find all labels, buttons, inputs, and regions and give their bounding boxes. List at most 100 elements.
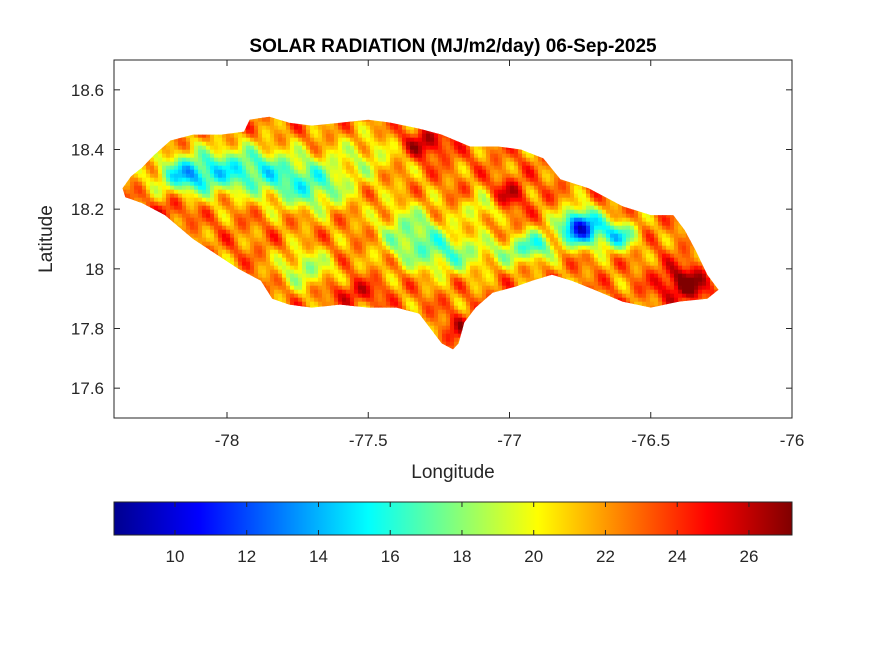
radiation-cell [422,153,427,159]
radiation-cell [334,173,339,179]
radiation-cell [218,233,223,239]
radiation-cell [326,161,331,167]
radiation-cell [454,181,459,187]
radiation-cell [238,137,243,143]
radiation-cell [190,173,195,179]
radiation-cell [470,157,475,163]
radiation-cell [266,137,271,143]
radiation-cell [486,153,491,159]
radiation-cell [302,137,307,143]
radiation-cell [310,161,315,167]
radiation-cell [234,237,239,243]
radiation-cell [458,161,463,167]
radiation-cell [446,149,451,155]
radiation-cell [414,217,419,223]
radiation-cell [438,189,443,195]
radiation-cell [214,229,219,235]
radiation-cell [374,217,379,223]
radiation-cell [142,165,147,171]
radiation-cell [626,213,631,219]
radiation-cell [322,213,327,219]
radiation-cell [410,209,415,215]
radiation-cell [342,221,347,227]
radiation-cell [246,153,251,159]
radiation-cell [598,201,603,207]
radiation-cell [286,157,291,163]
radiation-cell [262,137,267,143]
radiation-cell [442,213,447,219]
radiation-cell [470,181,475,187]
radiation-cell [446,165,451,171]
radiation-cell [270,173,275,179]
radiation-cell [338,133,343,139]
radiation-cell [386,173,391,179]
radiation-cell [570,185,575,191]
radiation-cell [442,145,447,151]
radiation-cell [274,133,279,139]
radiation-cell [206,133,211,139]
radiation-cell [386,141,391,147]
radiation-cell [294,213,299,219]
radiation-cell [222,165,227,171]
radiation-cell [174,149,179,155]
radiation-cell [494,229,499,235]
radiation-cell [370,225,375,231]
radiation-cell [518,197,523,203]
radiation-cell [442,233,447,239]
radiation-cell [310,129,315,135]
radiation-cell [370,121,375,127]
radiation-cell [550,221,555,227]
radiation-cell [422,149,427,155]
radiation-cell [402,229,407,235]
radiation-cell [450,177,455,183]
radiation-cell [374,129,379,135]
radiation-cell [218,141,223,147]
radiation-cell [670,229,675,235]
radiation-cell [602,213,607,219]
radiation-cell [394,233,399,239]
radiation-cell [318,185,323,191]
radiation-cell [314,129,319,135]
radiation-cell [390,157,395,163]
radiation-cell [438,149,443,155]
radiation-cell [254,129,259,135]
radiation-cell [254,233,259,239]
radiation-cell [466,149,471,155]
radiation-cell [298,145,303,151]
radiation-cell [446,213,451,219]
radiation-cell [470,193,475,199]
radiation-cell [490,165,495,171]
radiation-cell [574,209,579,215]
radiation-cell [270,209,275,215]
radiation-cell [334,177,339,183]
radiation-cell [322,149,327,155]
radiation-cell [542,189,547,195]
radiation-cell [478,225,483,231]
radiation-cell [190,181,195,187]
radiation-cell [502,173,507,179]
radiation-cell [358,153,363,159]
radiation-cell [454,185,459,191]
radiation-cell [370,173,375,179]
radiation-cell [470,197,475,203]
radiation-cell [418,237,423,243]
radiation-cell [378,221,383,227]
radiation-cell [350,121,355,127]
radiation-cell [442,181,447,187]
radiation-cell [446,197,451,203]
radiation-cell [266,233,271,239]
radiation-cell [174,189,179,195]
radiation-cell [254,221,259,227]
radiation-cell [202,197,207,203]
radiation-cell [434,173,439,179]
radiation-cell [230,165,235,171]
radiation-cell [514,169,519,175]
radiation-cell [382,141,387,147]
radiation-cell [142,177,147,183]
radiation-cell [422,137,427,143]
radiation-cell [282,217,287,223]
radiation-cell [394,129,399,135]
radiation-cell [234,181,239,187]
radiation-cell [262,197,267,203]
radiation-cell [202,217,207,223]
